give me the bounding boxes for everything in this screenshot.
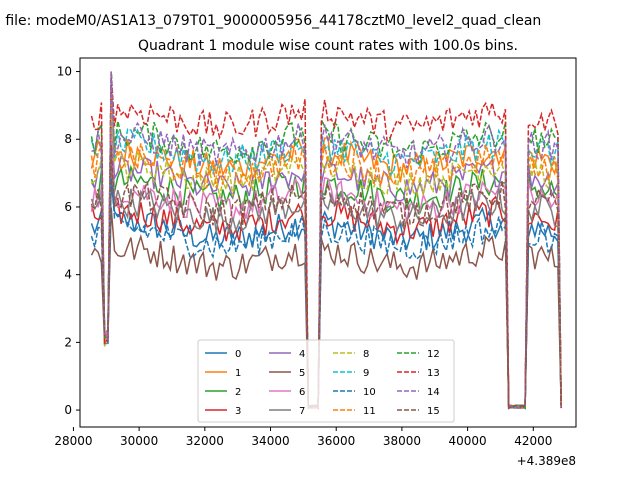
series-line-10 [90, 177, 562, 410]
x-axis: 28000 30000 32000 34000 36000 38000 40000 42000 [54, 427, 552, 448]
legend-label-12: 12 [427, 349, 440, 360]
legend-box [197, 339, 455, 423]
series-line-5 [90, 207, 562, 410]
legend-label-5: 5 [299, 368, 305, 379]
series-line-15 [91, 144, 562, 410]
legend-label-4: 4 [299, 349, 305, 360]
legend-label-10: 10 [363, 387, 376, 398]
legend-label-8: 8 [363, 349, 369, 360]
legend-label-11: 11 [363, 406, 376, 417]
x-tick-label: 38000 [383, 434, 421, 448]
y-tick-label: 2 [64, 335, 72, 349]
x-tick-label: 34000 [251, 434, 289, 448]
series-line-12 [90, 71, 562, 410]
legend-label-7: 7 [299, 406, 305, 417]
legend-label-14: 14 [427, 387, 440, 398]
series-line-8 [91, 113, 562, 410]
legend-label-9: 9 [363, 368, 369, 379]
x-tick-label: 28000 [54, 434, 92, 448]
legend-label-6: 6 [299, 387, 305, 398]
legend-label-1: 1 [235, 368, 241, 379]
series-line-13 [90, 71, 562, 410]
legend-label-3: 3 [235, 406, 241, 417]
x-tick-label: 40000 [449, 434, 487, 448]
x-axis-offset-label: +4.389e8 [517, 454, 576, 468]
series-line-14 [91, 71, 562, 410]
legend-label-0: 0 [235, 349, 241, 360]
x-tick-label: 32000 [186, 434, 224, 448]
x-tick-label: 30000 [120, 434, 158, 448]
series-line-11 [90, 90, 562, 410]
legend-label-13: 13 [427, 368, 440, 379]
figure-suptitle: n file: modeM0/AS1A13_079T01_9000005956_… [0, 13, 541, 29]
y-tick-label: 6 [64, 200, 72, 214]
y-tick-label: 10 [57, 65, 72, 79]
y-tick-label: 4 [64, 268, 72, 282]
x-tick-label: 36000 [317, 434, 355, 448]
axes-border [79, 57, 577, 428]
legend-label-15: 15 [427, 406, 440, 417]
y-tick-label: 8 [64, 132, 72, 146]
y-tick-label: 0 [64, 403, 72, 417]
series-layer [90, 71, 562, 410]
legend-label-2: 2 [235, 387, 241, 398]
y-axis: 0 2 4 6 8 10 [57, 65, 80, 417]
series-line-6 [90, 135, 562, 410]
x-tick-label: 42000 [514, 434, 552, 448]
chart-title: Quadrant 1 module wise count rates with … [138, 38, 518, 54]
